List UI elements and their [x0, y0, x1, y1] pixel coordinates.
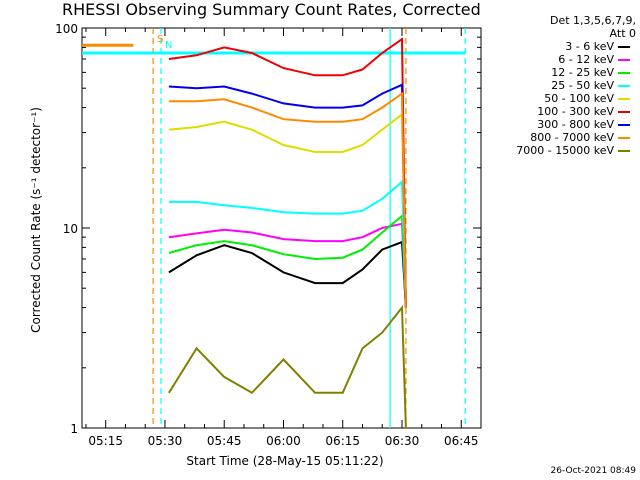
chart-title: RHESSI Observing Summary Count Rates, Co…: [62, 0, 481, 19]
series-line-3: [168, 179, 407, 308]
legend-label: 300 - 800 keV: [537, 118, 614, 131]
legend-swatch: [618, 124, 630, 126]
series-line-1: [168, 222, 407, 308]
legend-entry: 25 - 50 keV: [486, 79, 636, 92]
series-line-8: [168, 304, 407, 429]
legend-label: 3 - 6 keV: [565, 40, 614, 53]
legend-label: 7000 - 15000 keV: [516, 144, 614, 157]
generation-timestamp: 26-Oct-2021 08:49: [550, 466, 636, 476]
legend-swatch: [618, 137, 630, 139]
legend-swatch: [618, 150, 630, 152]
legend-header-line-2: Att 0: [609, 27, 636, 40]
series-line-4: [168, 112, 407, 308]
legend-header-line-1: Det 1,3,5,6,7,9,: [549, 14, 636, 27]
chart-legend: Det 1,3,5,6,7,9, Att 0 3 - 6 keV 6 - 12 k…: [486, 14, 636, 157]
legend-label: 100 - 300 keV: [537, 105, 614, 118]
x-axis-label: Start Time (28-May-15 05:11:22): [186, 454, 384, 468]
legend-entry: 12 - 25 keV: [486, 66, 636, 79]
x-tick-label: 06:15: [325, 434, 360, 448]
legend-entry: 800 - 7000 keV: [486, 131, 636, 144]
y-tick-label: 1: [70, 422, 78, 436]
legend-label: 50 - 100 keV: [544, 92, 614, 105]
legend-swatch: [618, 85, 630, 87]
legend-entry: 50 - 100 keV: [486, 92, 636, 105]
y-tick-label: 10: [63, 222, 78, 236]
y-axis-label: Corrected Count Rate (s⁻¹ detector⁻¹): [29, 107, 43, 333]
legend-entries: 3 - 6 keV 6 - 12 keV 12 - 25 keV 25 - 50 ke…: [486, 40, 636, 157]
series-line-0: [168, 240, 407, 308]
legend-label: 25 - 50 keV: [551, 79, 614, 92]
legend-label: 6 - 12 keV: [558, 53, 614, 66]
series-line-7: [168, 91, 407, 308]
annotation-label-0: S: [157, 34, 163, 45]
y-tick-label: 100: [55, 22, 78, 36]
legend-label: 800 - 7000 keV: [530, 131, 614, 144]
x-tick-label: 06:00: [266, 434, 301, 448]
legend-swatch: [618, 98, 630, 100]
series-line-6: [168, 83, 407, 308]
legend-entry: 300 - 800 keV: [486, 118, 636, 131]
x-tick-label: 06:30: [385, 434, 420, 448]
legend-swatch: [618, 72, 630, 74]
legend-label: 12 - 25 keV: [551, 66, 614, 79]
x-tick-label: 05:45: [207, 434, 242, 448]
legend-swatch: [618, 111, 630, 113]
legend-entry: 100 - 300 keV: [486, 105, 636, 118]
legend-entry: 6 - 12 keV: [486, 53, 636, 66]
x-tick-label: 06:45: [444, 434, 479, 448]
series-line-5: [168, 37, 407, 308]
legend-entry: 3 - 6 keV: [486, 40, 636, 53]
annotation-label-1: N: [165, 40, 172, 51]
legend-entry: 7000 - 15000 keV: [486, 144, 636, 157]
plot-frame: [81, 27, 482, 429]
legend-swatch: [618, 59, 630, 61]
x-tick-label: 05:15: [88, 434, 123, 448]
series-line-2: [168, 213, 407, 308]
x-tick-label: 05:30: [148, 434, 183, 448]
legend-swatch: [618, 46, 630, 48]
